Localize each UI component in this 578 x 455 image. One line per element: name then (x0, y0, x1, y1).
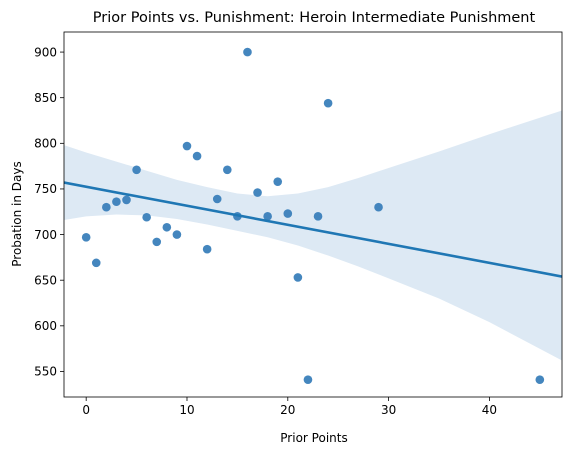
data-point (212, 194, 222, 204)
x-tick-label: 40 (482, 403, 497, 417)
data-point (374, 202, 383, 212)
data-point (223, 165, 232, 175)
data-point (142, 212, 151, 222)
data-point (313, 212, 323, 221)
y-tick-label: 650 (34, 273, 57, 287)
y-tick-label: 850 (34, 91, 57, 105)
data-point (122, 195, 131, 205)
confidence-band-layer (64, 110, 562, 361)
data-point (202, 244, 212, 254)
data-point (182, 141, 192, 151)
data-point (243, 47, 252, 57)
data-point (152, 237, 162, 247)
chart-title: Prior Points vs. Punishment: Heroin Inte… (93, 10, 536, 26)
x-tick-label: 0 (82, 403, 90, 417)
y-tick-label: 600 (34, 319, 57, 333)
x-tick-label: 30 (381, 403, 396, 417)
x-axis-ticks: 0 10 20 30 40 (82, 397, 497, 417)
y-tick-label: 750 (34, 182, 57, 196)
data-point (112, 197, 121, 207)
regression-line (64, 181, 562, 278)
y-axis-label: Probation in Days (10, 161, 24, 267)
data-point (102, 202, 111, 212)
data-point (172, 230, 182, 239)
plot-frame (63, 31, 563, 398)
x-tick-label: 10 (179, 403, 194, 417)
data-point (132, 165, 141, 175)
data-point (253, 188, 262, 197)
y-axis-ticks: 550 600 650 700 750 800 850 900 (34, 45, 64, 379)
data-point (293, 273, 303, 282)
data-point (535, 375, 545, 384)
confidence-band (64, 110, 562, 361)
data-points-layer (81, 47, 545, 384)
regression-line-layer (64, 181, 562, 278)
data-point (303, 375, 313, 384)
data-point (192, 151, 202, 161)
data-point (162, 222, 172, 232)
data-point (91, 258, 101, 268)
data-point (283, 209, 293, 218)
data-point (263, 212, 272, 221)
data-point (323, 98, 333, 108)
data-point (273, 177, 283, 186)
x-axis-label: Prior Points (280, 431, 347, 445)
y-tick-label: 550 (34, 365, 57, 379)
y-tick-label: 900 (34, 45, 57, 59)
y-tick-label: 700 (34, 228, 57, 242)
data-point (81, 233, 91, 242)
y-tick-label: 800 (34, 137, 57, 151)
x-tick-label: 20 (280, 403, 295, 417)
